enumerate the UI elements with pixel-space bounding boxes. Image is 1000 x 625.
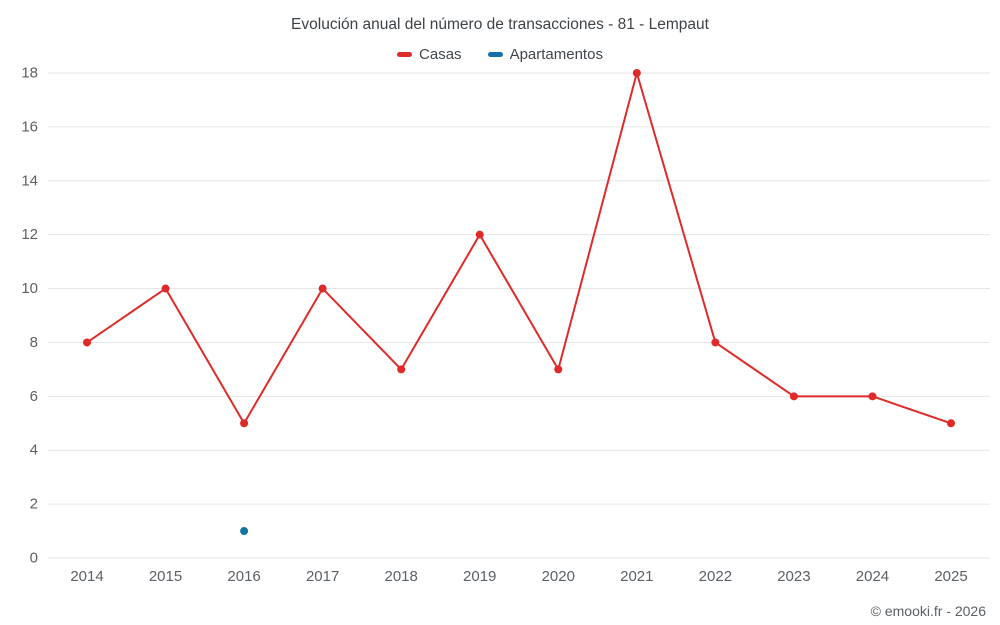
data-point-apartamentos	[240, 527, 249, 536]
x-tick-label: 2014	[70, 568, 103, 585]
y-tick-label: 0	[30, 550, 38, 567]
data-point-casas	[632, 69, 641, 77]
x-tick-label: 2022	[699, 568, 732, 585]
y-tick-label: 6	[30, 388, 38, 405]
y-tick-label: 10	[21, 280, 38, 297]
y-tick-label: 2	[30, 496, 38, 513]
data-point-casas	[161, 284, 170, 293]
legend-marker-icon	[487, 52, 503, 57]
x-tick-label: 2015	[149, 568, 182, 585]
legend-item-casas[interactable]: Casas	[397, 46, 462, 63]
data-point-casas	[947, 419, 955, 428]
y-tick-label: 16	[21, 118, 38, 135]
legend-label: Apartamentos	[509, 46, 603, 63]
chart-title: Evolución anual del número de transaccio…	[291, 16, 709, 33]
legend-marker-icon	[397, 52, 413, 57]
x-tick-label: 2023	[777, 568, 810, 585]
y-tick-label: 14	[21, 172, 38, 189]
x-tick-label: 2019	[463, 568, 496, 585]
y-tick-label: 18	[21, 65, 38, 82]
data-point-casas	[789, 392, 798, 401]
legend-item-apartamentos[interactable]: Apartamentos	[487, 46, 603, 63]
y-tick-label: 12	[21, 226, 38, 243]
data-point-casas	[554, 365, 563, 374]
x-tick-label: 2021	[620, 568, 653, 585]
y-tick-label: 4	[30, 442, 38, 459]
data-point-casas	[868, 392, 877, 401]
data-point-casas	[711, 338, 720, 347]
x-tick-label: 2016	[227, 568, 260, 585]
x-tick-label: 2025	[934, 568, 967, 585]
series-line-casas	[86, 72, 952, 425]
data-point-casas	[83, 338, 91, 347]
copyright-footer: © emooki.fr - 2026	[870, 603, 986, 619]
data-point-casas	[240, 419, 249, 428]
data-point-casas	[475, 230, 484, 239]
data-point-casas	[318, 284, 327, 293]
y-tick-label: 8	[30, 334, 38, 351]
legend: Casas Apartamentos	[0, 46, 1000, 63]
data-point-casas	[397, 365, 406, 374]
legend-label: Casas	[419, 46, 462, 63]
x-tick-label: 2020	[542, 568, 575, 585]
x-tick-label: 2017	[306, 568, 339, 585]
x-tick-label: 2018	[384, 568, 417, 585]
x-tick-label: 2024	[856, 568, 889, 585]
